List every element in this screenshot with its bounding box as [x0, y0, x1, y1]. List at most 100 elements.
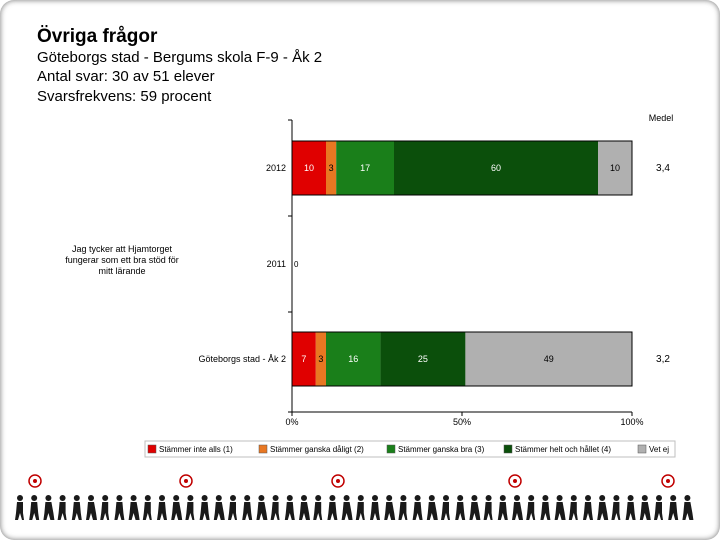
legend-swatch-1 — [147, 444, 157, 454]
footer-figure-icon — [270, 495, 280, 520]
footer-figure-icon — [256, 495, 268, 520]
mean-value-1: 3,4 — [656, 163, 670, 174]
footer-figure-icon — [597, 495, 609, 520]
legend-label-5: Vet ej — [649, 445, 669, 454]
footer-figure-icon — [682, 495, 694, 520]
footer-figure-icon — [242, 495, 253, 520]
footer-figure-icon — [199, 495, 210, 520]
footer-figure-icon — [157, 495, 167, 520]
legend-swatch-2 — [258, 444, 268, 454]
data-label-1-3: 17 — [360, 163, 370, 173]
footer-figure-icon — [185, 495, 195, 520]
data-label-1-2: 3 — [329, 163, 334, 173]
footer-figure-icon — [412, 495, 423, 520]
footer-figure-icon — [228, 495, 237, 520]
footer-figure-icon — [213, 495, 225, 520]
data-label-3-5: 49 — [544, 354, 554, 364]
response-rate: Svarsfrekvens: 59 procent — [37, 88, 212, 105]
page-title: Övriga frågor — [37, 26, 158, 47]
legend-swatch-3 — [386, 444, 396, 454]
category-label-2: 2011 — [267, 259, 286, 269]
footer-figure-icon — [29, 495, 40, 520]
data-label-3-3: 16 — [348, 354, 358, 364]
mean-header: Medel — [649, 113, 674, 123]
footer-figure-icon — [654, 495, 663, 520]
footer-figure-icon — [114, 495, 125, 520]
footer-figure-icon — [639, 495, 651, 520]
footer-figure-icon — [469, 495, 481, 520]
footer-figure-icon — [100, 495, 110, 520]
bar-segment-3-5 — [465, 332, 632, 386]
data-label-1-1: 10 — [304, 163, 314, 173]
target-marker-center-icon-4 — [513, 479, 517, 483]
footer-figure-icon — [497, 495, 508, 520]
footer-figure-icon — [327, 495, 338, 520]
question-label-line-3: mitt lärande — [98, 266, 145, 276]
bar-segment-1-4 — [394, 141, 598, 195]
legend-swatch-5 — [637, 444, 647, 454]
category-label-1: 2012 — [266, 163, 286, 173]
footer-figure-icon — [142, 495, 152, 520]
bar-outline-3 — [291, 331, 633, 387]
footer-figure-icon — [71, 495, 82, 520]
footer-figure-icon — [384, 495, 396, 520]
footer-figure-icon — [299, 495, 310, 520]
footer-figure-icon — [512, 495, 523, 520]
bar-segment-3-1 — [292, 332, 316, 386]
footer-figure-icon — [441, 495, 450, 520]
footer-figure-icon — [483, 495, 493, 520]
data-label-3-4: 25 — [418, 354, 428, 364]
data-label-3-2: 3 — [318, 354, 323, 364]
bar-segment-3-3 — [326, 332, 381, 386]
x-tick-label-1: 0% — [285, 417, 298, 427]
footer-figure-icon — [355, 495, 365, 520]
footer-figure-icon — [568, 495, 578, 520]
footer-figure-icon — [625, 495, 636, 520]
legend-box — [144, 440, 676, 458]
x-tick-label-3: 100% — [620, 417, 643, 427]
category-label-3: Göteborgs stad - Åk 2 — [198, 354, 286, 364]
footer-figure-icon — [86, 495, 97, 520]
legend-label-1: Stämmer inte alls (1) — [159, 445, 233, 454]
x-tick-label-2: 50% — [453, 417, 471, 427]
footer-figure-icon — [611, 495, 621, 520]
footer-figure-icon — [455, 495, 466, 520]
target-marker-center-icon-3 — [336, 479, 340, 483]
bar-segment-3-2 — [315, 332, 326, 386]
footer-figure-icon — [57, 495, 67, 520]
footer-figure-icon — [370, 495, 380, 520]
footer-figure-icon — [668, 495, 679, 520]
question-label-line-1: Jag tycker att Hjamtorget — [72, 244, 173, 254]
footer-figure-icon — [426, 495, 438, 520]
legend-label-2: Stämmer ganska dåligt (2) — [270, 445, 364, 454]
data-label-3-1: 7 — [301, 354, 306, 364]
data-label-1-5: 10 — [610, 163, 620, 173]
footer-figure-icon — [128, 495, 140, 520]
response-count: Antal svar: 30 av 51 elever — [37, 68, 215, 85]
legend-label-3: Stämmer ganska bra (3) — [398, 445, 485, 454]
footer-figure-icon — [313, 495, 323, 520]
bar-segment-3-4 — [380, 332, 466, 386]
bar-segment-1-1 — [292, 141, 326, 195]
bar-outline-1 — [291, 140, 633, 196]
footer-figure-icon — [15, 495, 24, 520]
legend-swatch-4 — [503, 444, 513, 454]
empty-row-label-2: 0 — [294, 260, 299, 269]
question-label-line-2: fungerar som ett bra stöd för — [65, 255, 179, 265]
legend-label-4: Stämmer helt och hållet (4) — [515, 445, 611, 454]
footer-figure-icon — [583, 495, 593, 520]
footer-figure-icon — [43, 495, 55, 520]
target-marker-center-icon-2 — [184, 479, 188, 483]
footer-figure-icon — [284, 495, 295, 520]
footer-figure-icon — [554, 495, 566, 520]
footer-figure-icon — [398, 495, 408, 520]
data-label-1-4: 60 — [491, 163, 501, 173]
footer-figure-icon — [171, 495, 183, 520]
school-subtitle: Göteborgs stad - Bergums skola F-9 - Åk … — [37, 49, 323, 66]
bar-segment-1-3 — [336, 141, 394, 195]
target-marker-center-icon-5 — [666, 479, 670, 483]
bar-segment-1-5 — [598, 141, 632, 195]
mean-value-3: 3,2 — [656, 354, 670, 365]
